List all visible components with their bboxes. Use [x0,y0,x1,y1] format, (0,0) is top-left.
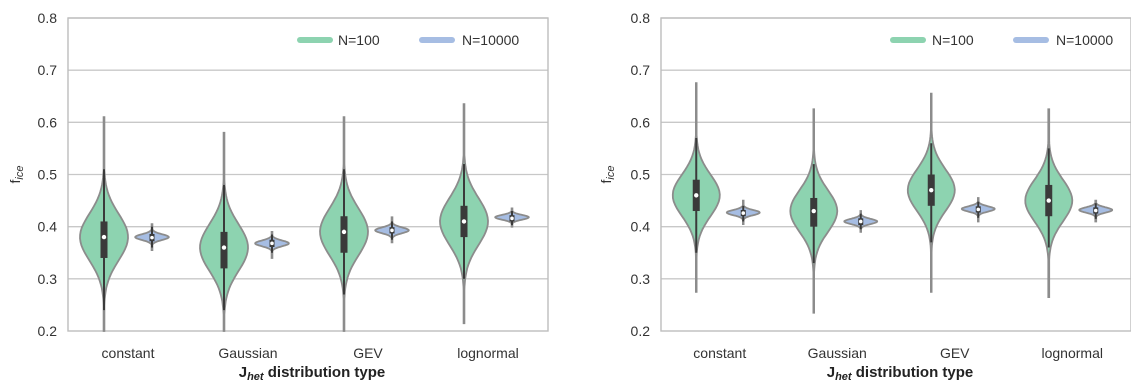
y-tick-label: 0.2 [631,323,651,339]
violin-median-point [811,208,816,214]
violin-iqr-box [220,231,228,269]
y-tick-label: 0.5 [631,167,651,183]
x-tick-label-lognormal: lognormal [457,345,518,361]
violin-median-point [1093,208,1098,213]
y-tick-label: 0.8 [38,10,58,26]
x-tick-label-constant: constant [693,345,746,361]
x-tick-label-gev: GEV [940,345,970,361]
violin-median-point [694,193,699,198]
violin-iqr-box [100,221,108,258]
violin-median-point [1046,198,1051,203]
y-tick-label: 0.7 [38,62,58,78]
y-tick-label: 0.4 [38,219,58,235]
violin-median-point [101,234,107,240]
y-tick-label: 0.6 [38,114,58,130]
legend-label-n100: N=100 [338,32,380,48]
plot-frame [67,17,549,332]
x-tick-label-gaussian: Gaussian [218,345,277,361]
chart-panel-1: 0.2 0.3 0.4 0.5 0.6 0.7 0.8 constant Gaussian GEV… [7,10,549,382]
violin-median-point [929,187,934,193]
violin-median-point [221,245,227,250]
violin-median-point [976,207,981,212]
violin-median-point [390,228,394,233]
x-tick-label-gaussian: Gaussian [808,345,867,361]
violin-median-point [510,216,514,221]
y-axis-label: fice [598,166,617,184]
violin-iqr-box [340,216,348,253]
x-tick-label-constant: constant [102,345,155,361]
y-tick-label: 0.3 [631,271,651,287]
y-tick-label: 0.3 [38,271,58,287]
legend-label-n100: N=100 [932,32,974,48]
legend-label-n10000: N=10000 [462,32,519,48]
violin-median-point [858,219,863,224]
x-tick-label-lognormal: lognormal [1042,345,1103,361]
legend: N=100 N=10000 [890,32,1113,48]
y-tick-label: 0.7 [631,62,651,78]
legend: N=100 N=10000 [297,32,519,48]
chart-panel-2: 0.2 0.3 0.4 0.5 0.6 0.7 0.8 constant Gaussian GEV… [598,10,1131,382]
y-tick-label: 0.5 [38,167,58,183]
y-tick-label: 0.8 [631,10,651,26]
y-tick-label: 0.2 [38,323,58,339]
violin-median-point [741,211,746,215]
violin-median-point [150,235,154,240]
y-axis-label: fice [7,166,26,184]
legend-label-n10000: N=10000 [1056,32,1113,48]
y-tick-label: 0.6 [631,114,651,130]
x-axis-label: Jhet distribution type [827,364,974,382]
violin-median-point [341,229,347,235]
x-tick-label-gev: GEV [353,345,383,361]
plot-frame [660,17,1131,332]
violin-median-point [270,241,274,246]
violin-median-point [461,219,467,224]
y-tick-label: 0.4 [631,219,651,235]
x-axis-label: Jhet distribution type [239,364,386,382]
